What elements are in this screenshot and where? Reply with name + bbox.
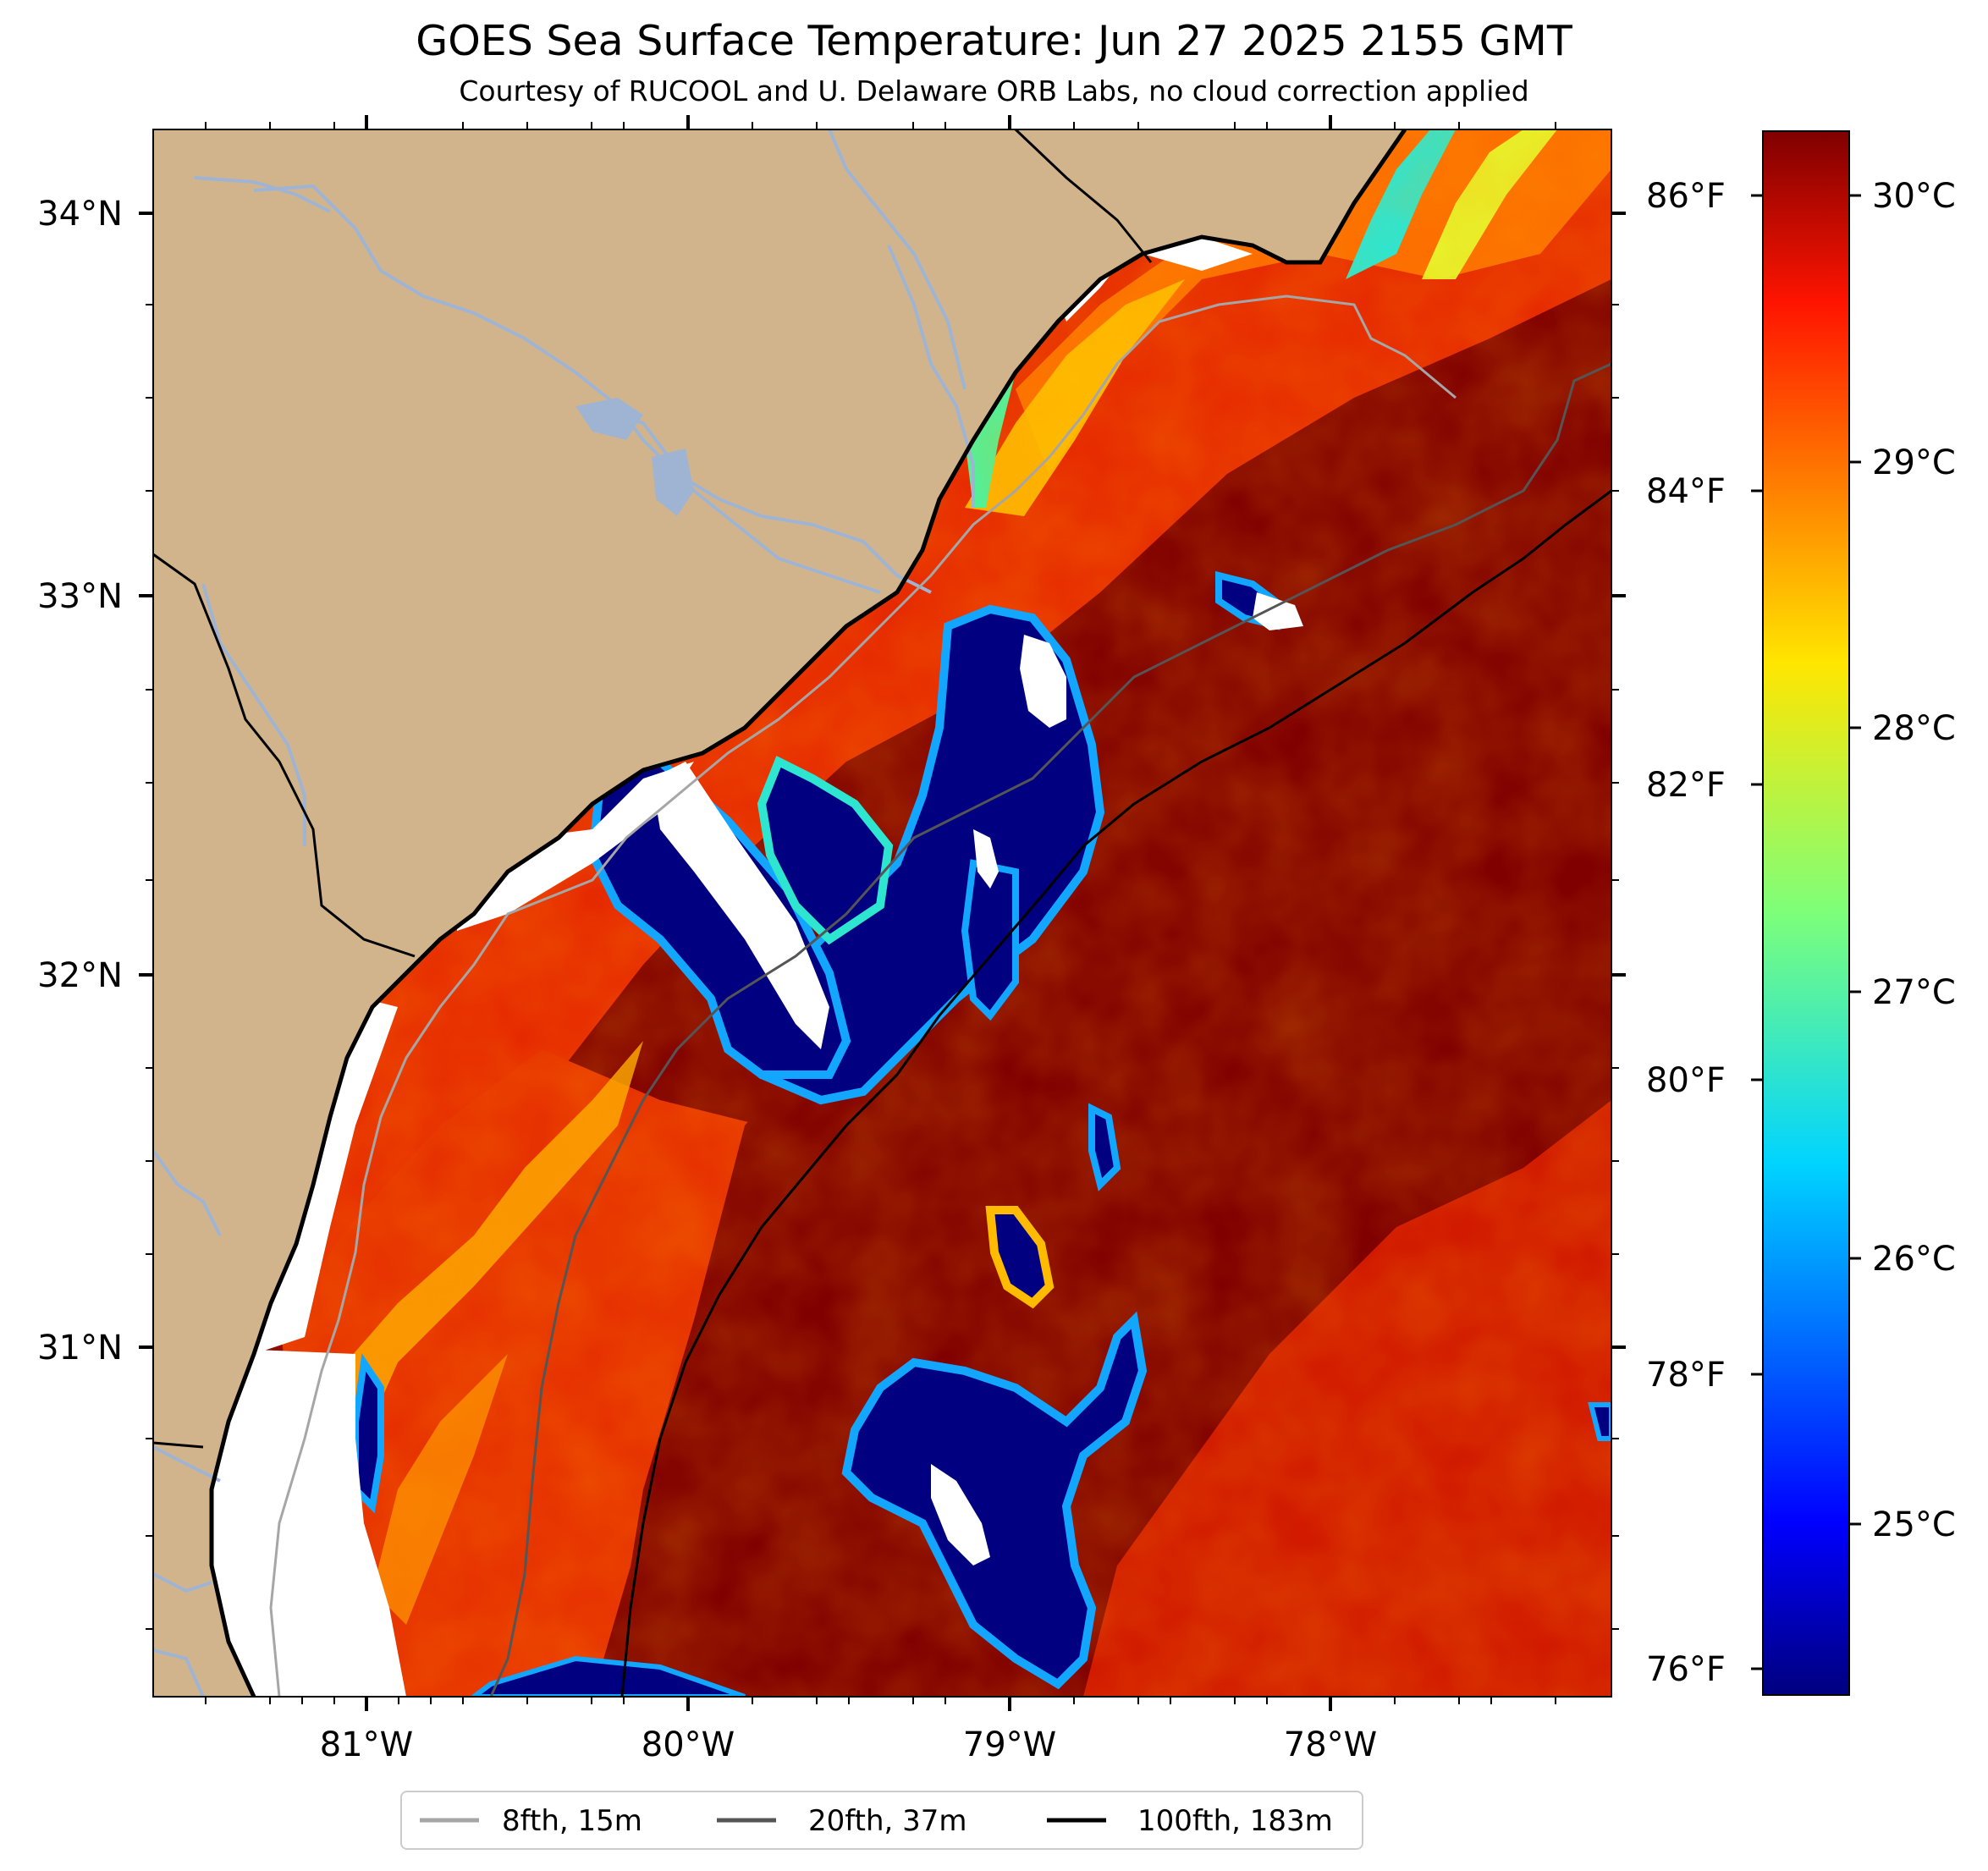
colorbar-c-label: 28°C	[1872, 709, 1956, 748]
legend-label-20fth: 20fth, 37m	[808, 1804, 967, 1838]
colorbar-f-label: 82°F	[1646, 766, 1726, 805]
lat-label: 32°N	[37, 956, 123, 995]
map-panel	[153, 129, 1611, 1697]
lat-labels: 34°N 33°N 32°N 31°N	[37, 195, 123, 1367]
lat-label: 34°N	[37, 195, 123, 234]
land-area	[153, 129, 1405, 1697]
lake-moultrie	[652, 448, 694, 516]
lat-label: 33°N	[37, 577, 123, 616]
colorbar-gradient	[1762, 130, 1850, 1696]
cold-anomalies	[352, 570, 1611, 1697]
state-border	[153, 129, 1153, 1449]
lon-label: 78°W	[1284, 1725, 1377, 1764]
colorbar-c-label: 27°C	[1872, 973, 1956, 1012]
map-title: GOES Sea Surface Temperature: Jun 27 202…	[416, 17, 1572, 65]
isobath-8fth	[269, 294, 1457, 1697]
lake-marion	[575, 398, 643, 440]
colorbar-f-label: 86°F	[1646, 177, 1726, 216]
legend-label-100fth: 100fth, 183m	[1137, 1804, 1333, 1838]
colorbar-c-label: 29°C	[1872, 443, 1956, 482]
lon-label: 81°W	[320, 1725, 413, 1764]
isobath-legend: 8fth, 15m 20fth, 37m 100fth, 183m	[400, 1791, 1363, 1850]
lon-labels: 81°W 80°W 79°W 78°W	[320, 1725, 1377, 1764]
map-ticks	[139, 115, 1626, 1711]
lat-label: 31°N	[37, 1329, 123, 1367]
colorbar-c-label: 25°C	[1872, 1505, 1956, 1544]
colorbar-c-label: 30°C	[1872, 177, 1956, 216]
isobath-20fth	[489, 362, 1611, 1697]
colorbar: 30°C 29°C 28°C 27°C 26°C 25°C 86°F 84°F …	[1646, 130, 1956, 1696]
isobath-100fth	[620, 489, 1611, 1697]
map-frame	[152, 129, 1612, 1698]
coastline	[209, 129, 1407, 1697]
lon-label: 80°W	[642, 1725, 735, 1764]
colorbar-f-label: 84°F	[1646, 472, 1726, 511]
colorbar-f-label: 80°F	[1646, 1061, 1726, 1100]
colorbar-c-label: 26°C	[1872, 1240, 1956, 1279]
map-subtitle: Courtesy of RUCOOL and U. Delaware ORB L…	[459, 74, 1529, 107]
legend-box	[400, 1791, 1363, 1850]
colorbar-f-label: 76°F	[1646, 1650, 1726, 1689]
lon-label: 79°W	[963, 1725, 1056, 1764]
legend-label-8fth: 8fth, 15m	[502, 1804, 642, 1838]
colorbar-f-label: 78°F	[1646, 1356, 1726, 1395]
